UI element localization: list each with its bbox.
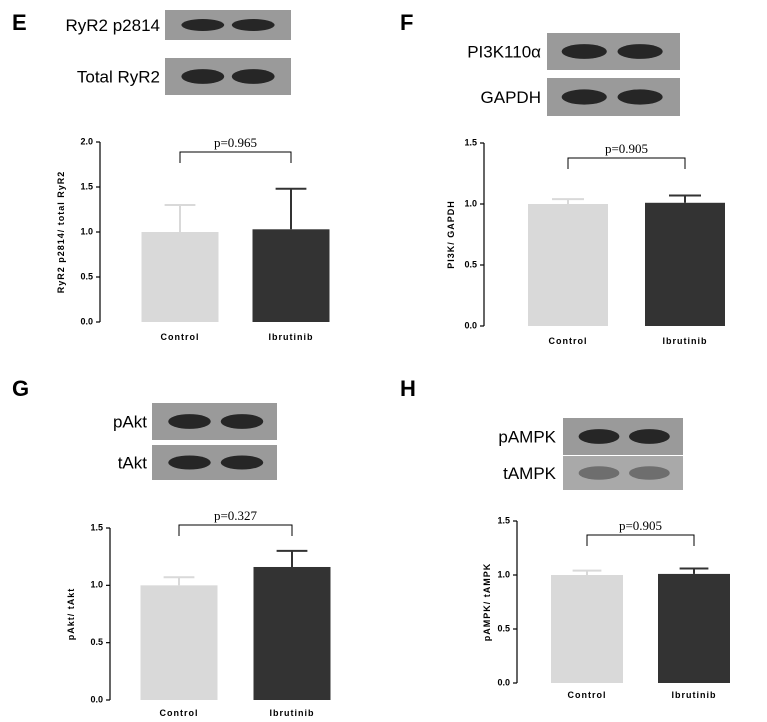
blot-band [629, 429, 670, 444]
x-tick-label: Ibrutinib [269, 332, 314, 342]
y-tick-label: 0.5 [80, 271, 93, 281]
blot-label: tAkt [118, 454, 148, 473]
p-value: p=0.327 [214, 508, 258, 523]
blot-label: PI3K110α [467, 43, 541, 62]
y-tick-label: 2.0 [80, 136, 93, 146]
y-axis-label: PI3K/ GAPDH [446, 200, 456, 269]
panel-letter: E [12, 10, 27, 35]
blot-label: RyR2 p2814 [65, 16, 160, 35]
blot-band [181, 69, 225, 84]
y-tick-label: 0.5 [464, 259, 477, 269]
bar [253, 566, 331, 700]
blot-band [231, 69, 275, 84]
y-tick-label: 1.0 [90, 580, 103, 590]
y-axis-label: RyR2 p2814/ total RyR2 [56, 171, 66, 294]
blot-band [220, 455, 264, 470]
x-tick-label: Ibrutinib [672, 690, 717, 700]
blot-label: tAMPK [503, 464, 557, 483]
x-tick-label: Control [160, 708, 199, 718]
p-value: p=0.905 [605, 141, 648, 156]
blot-band [168, 414, 211, 429]
x-tick-label: Control [568, 690, 607, 700]
p-value: p=0.905 [619, 518, 662, 533]
blot-band [617, 44, 663, 59]
blot-band [561, 44, 607, 59]
y-tick-label: 1.0 [80, 226, 93, 236]
significance-bracket [178, 524, 293, 536]
y-tick-label: 1.5 [464, 137, 477, 147]
y-tick-label: 1.0 [464, 198, 477, 208]
blot-label: Total RyR2 [77, 68, 160, 87]
y-tick-label: 0.5 [497, 623, 510, 633]
y-tick-label: 0.0 [80, 316, 93, 326]
y-axis-label: pAkt/ tAkt [66, 588, 76, 641]
blot-band [561, 89, 607, 105]
y-tick-label: 1.5 [497, 515, 510, 525]
bar [551, 575, 623, 683]
significance-bracket [586, 534, 695, 546]
blot-band [629, 466, 670, 480]
y-tick-label: 0.0 [90, 694, 103, 704]
blot-label: pAkt [113, 413, 147, 432]
blot-label: pAMPK [498, 428, 556, 447]
y-tick-label: 1.5 [80, 181, 93, 191]
significance-bracket [567, 157, 686, 169]
y-tick-label: 0.5 [90, 637, 103, 647]
x-tick-label: Control [549, 336, 588, 346]
blot-band [617, 89, 663, 105]
blot-band [578, 466, 620, 480]
p-value: p=0.965 [214, 135, 257, 150]
bar [252, 229, 330, 322]
bar [658, 573, 730, 683]
blot-band [220, 414, 264, 429]
panel-letter: F [400, 10, 413, 35]
y-tick-label: 1.0 [497, 569, 510, 579]
blot-band [168, 455, 211, 470]
bar [645, 202, 725, 326]
blot-label: GAPDH [481, 88, 541, 107]
bar [140, 585, 218, 700]
bar [141, 232, 219, 322]
panel-letter: G [12, 376, 29, 401]
panel-letter: H [400, 376, 416, 401]
y-tick-label: 0.0 [464, 320, 477, 330]
significance-bracket [179, 151, 292, 163]
blot-band [181, 19, 225, 31]
x-tick-label: Ibrutinib [270, 708, 315, 718]
y-axis-label: pAMPK/ tAMPK [482, 563, 492, 642]
x-tick-label: Control [161, 332, 200, 342]
x-tick-label: Ibrutinib [663, 336, 708, 346]
bar [528, 204, 608, 326]
blot-band [578, 429, 620, 444]
y-tick-label: 0.0 [497, 677, 510, 687]
y-tick-label: 1.5 [90, 522, 103, 532]
blot-band [231, 19, 275, 31]
